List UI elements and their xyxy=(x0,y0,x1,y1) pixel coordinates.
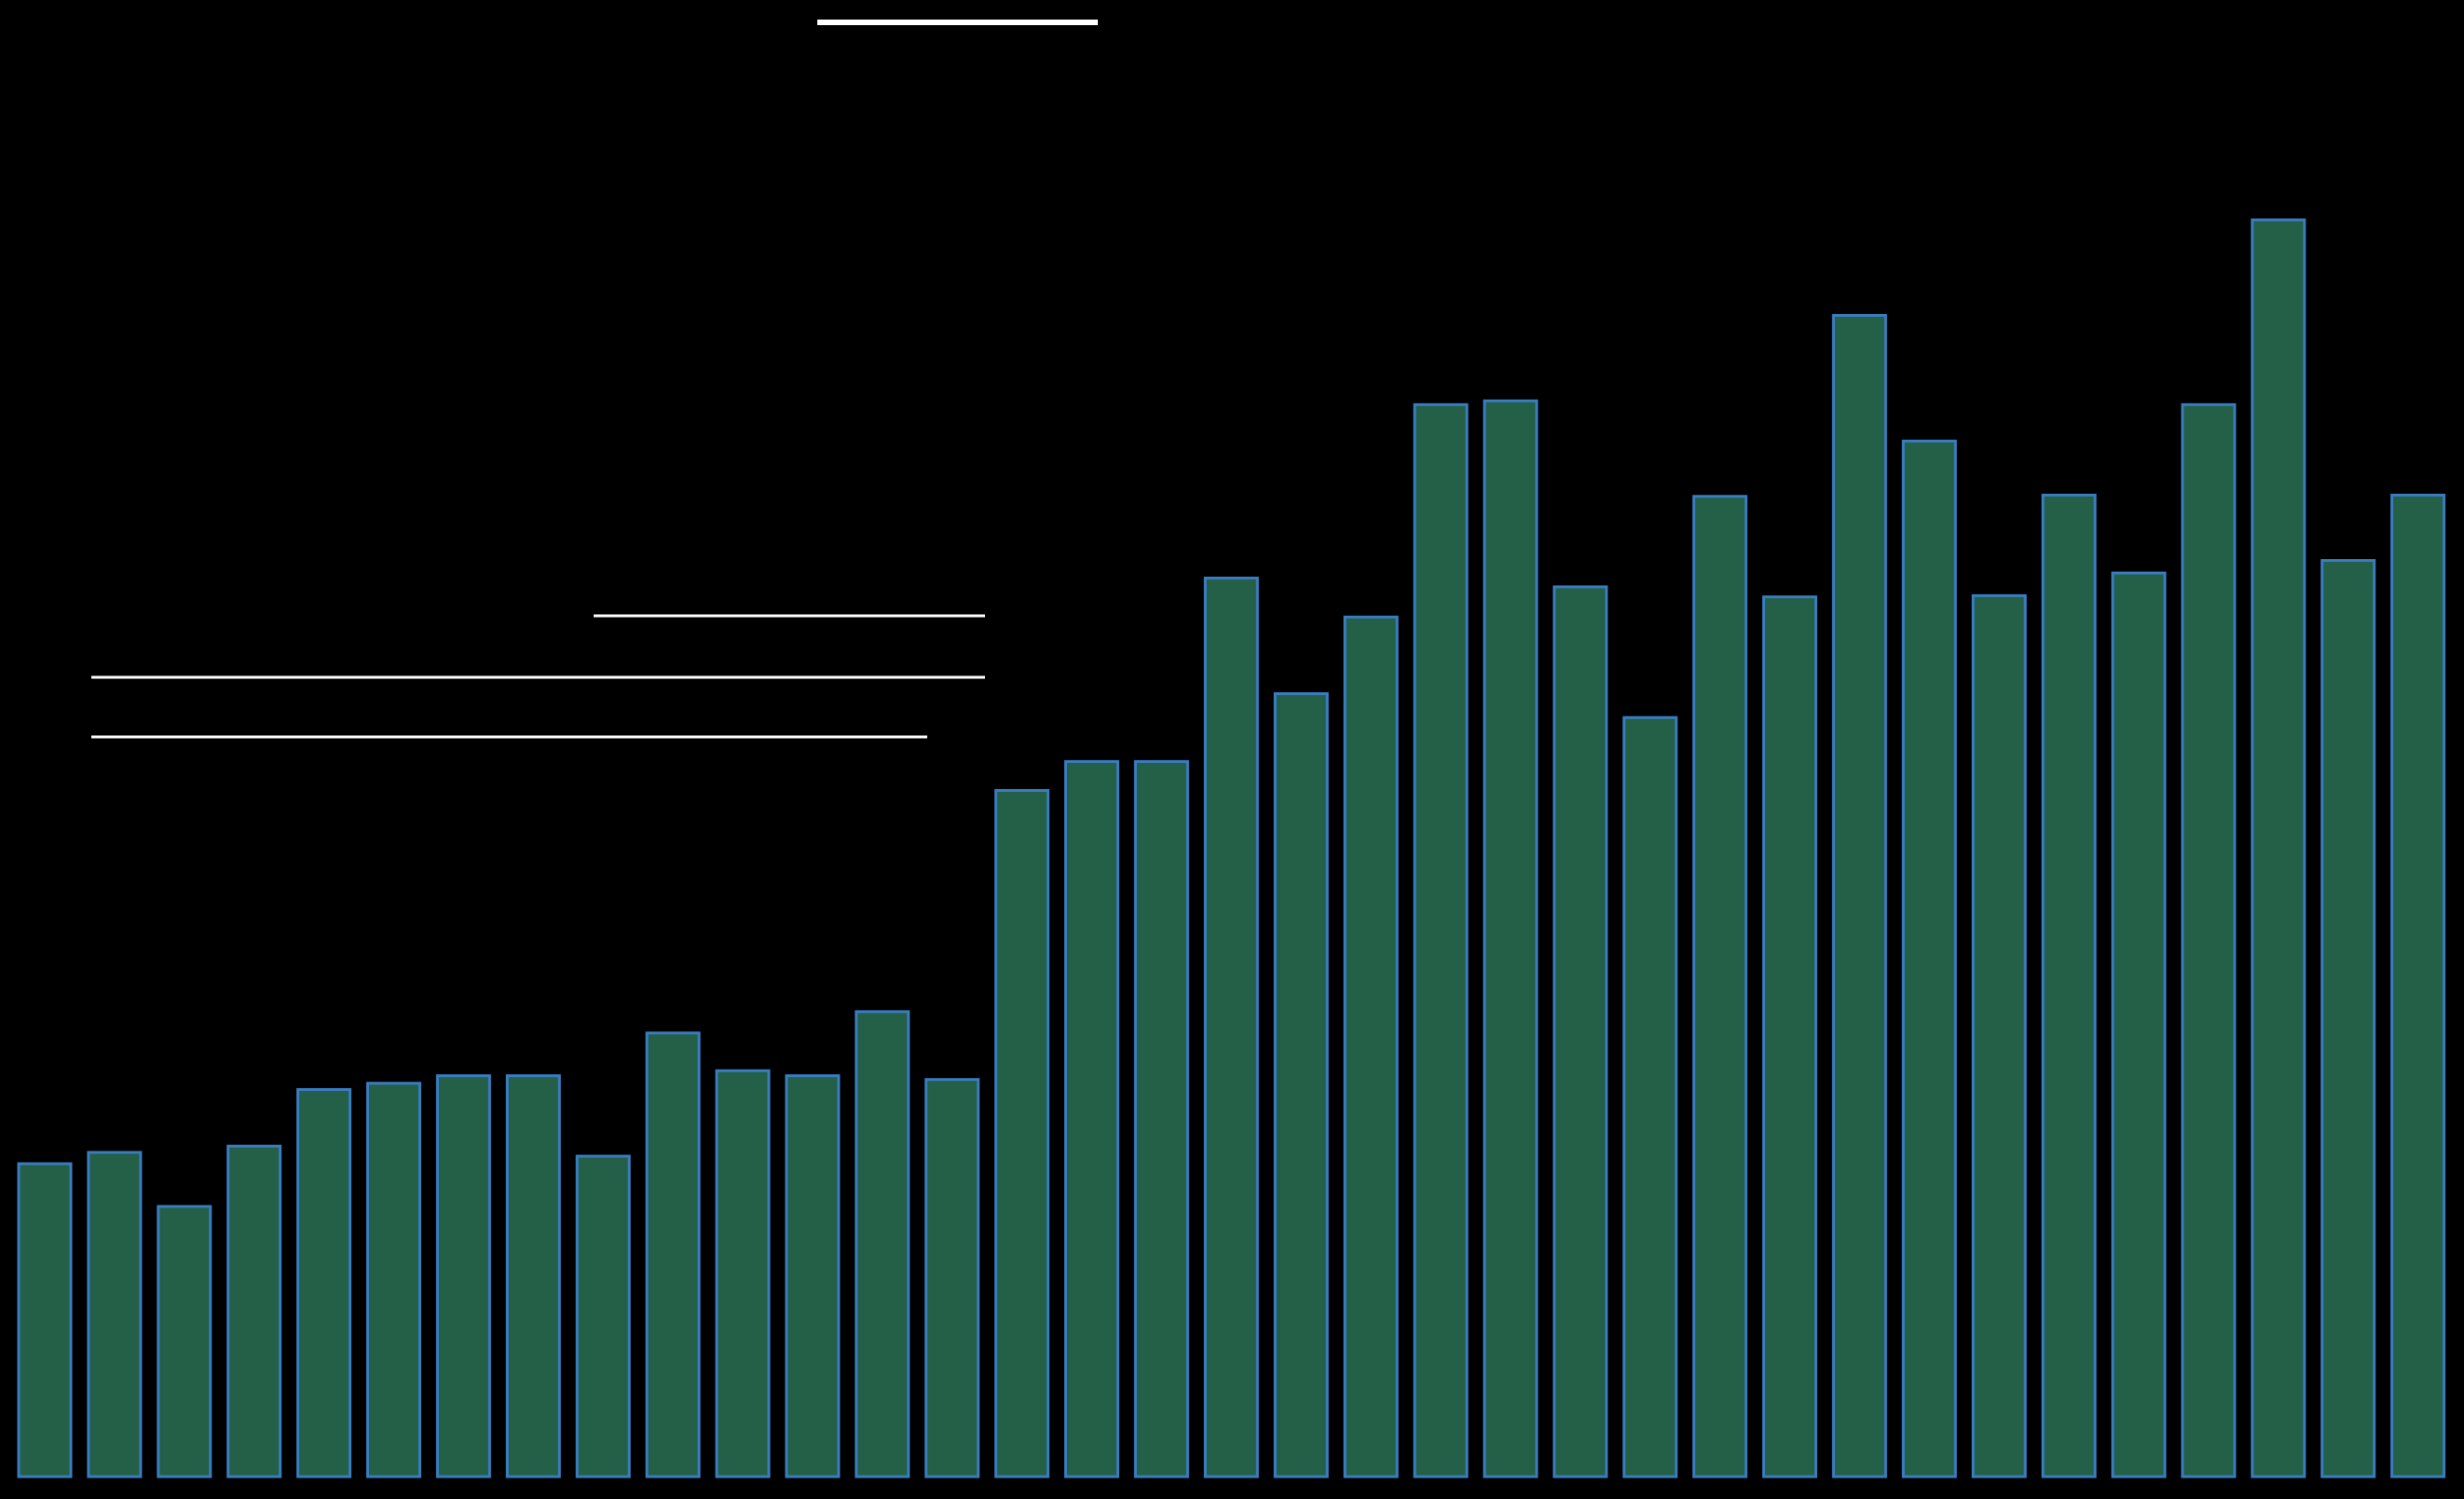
bar xyxy=(715,1069,771,1479)
bar xyxy=(645,1031,701,1479)
bar xyxy=(2041,493,2097,1479)
bar xyxy=(2251,218,2307,1479)
bar xyxy=(2111,571,2167,1479)
bar xyxy=(1762,595,1817,1479)
bar xyxy=(1273,692,1329,1479)
bar xyxy=(785,1074,841,1479)
bar xyxy=(1553,585,1608,1479)
bar xyxy=(87,1151,143,1479)
bar xyxy=(157,1205,212,1479)
bar xyxy=(1901,439,1957,1479)
bar xyxy=(296,1088,352,1479)
bar xyxy=(1413,402,1469,1479)
bar xyxy=(1343,615,1399,1479)
bar xyxy=(1133,759,1189,1479)
bar xyxy=(17,1162,73,1479)
bar xyxy=(994,788,1050,1479)
bar xyxy=(2320,559,2376,1479)
bar xyxy=(855,1010,910,1479)
bar xyxy=(435,1074,491,1479)
bar xyxy=(1064,759,1119,1479)
bar xyxy=(1622,715,1678,1479)
bar xyxy=(2390,493,2446,1479)
bar xyxy=(924,1078,980,1479)
bar xyxy=(1483,399,1539,1479)
bar xyxy=(2181,402,2237,1479)
bar xyxy=(226,1144,282,1479)
bar xyxy=(505,1074,561,1479)
bar xyxy=(575,1154,631,1479)
bar xyxy=(1203,576,1259,1479)
bar xyxy=(366,1082,421,1479)
bar xyxy=(1831,314,1887,1479)
bar xyxy=(1971,593,2027,1479)
bar xyxy=(1692,495,1748,1479)
